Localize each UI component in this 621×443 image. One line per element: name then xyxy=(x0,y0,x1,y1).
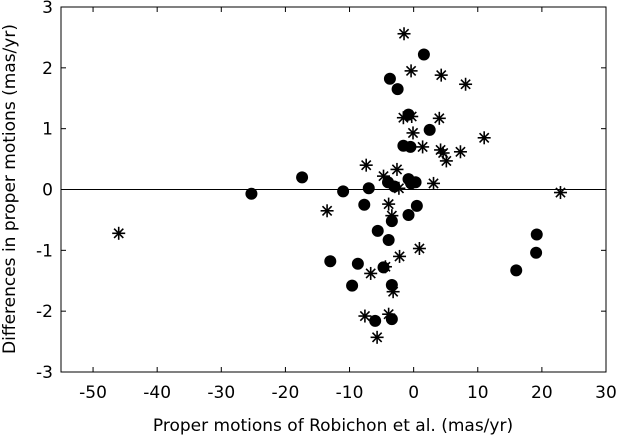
x-tick-label: -40 xyxy=(143,383,171,403)
data-point-asterisk xyxy=(439,154,453,168)
data-point-circle xyxy=(417,48,430,61)
x-tick-label: 10 xyxy=(467,383,489,403)
data-point-circle xyxy=(410,199,423,212)
data-point-asterisk xyxy=(377,169,391,183)
x-tick-label: 30 xyxy=(595,383,617,403)
data-point-circle xyxy=(423,123,436,136)
data-point-circle xyxy=(337,185,350,198)
data-point-asterisk xyxy=(112,226,126,240)
data-point-asterisk xyxy=(416,140,430,154)
data-point-asterisk xyxy=(392,181,406,195)
data-points xyxy=(112,27,567,344)
data-point-asterisk xyxy=(453,145,467,159)
x-tick-label: 0 xyxy=(408,383,419,403)
y-tick-label: -2 xyxy=(36,302,53,322)
data-point-asterisk xyxy=(359,158,373,172)
data-point-asterisk xyxy=(434,68,448,82)
data-point-circle xyxy=(382,233,395,246)
data-point-asterisk xyxy=(382,197,396,211)
data-point-asterisk xyxy=(406,126,420,140)
y-tick-label: 2 xyxy=(42,59,53,79)
data-point-circle xyxy=(346,279,359,292)
x-tick-label: -20 xyxy=(272,383,300,403)
data-point-circle xyxy=(324,255,337,268)
x-tick-label: -10 xyxy=(336,383,364,403)
y-tick-label: -1 xyxy=(36,241,53,261)
data-point-circle xyxy=(404,140,417,153)
y-tick-label: 0 xyxy=(42,181,53,201)
data-point-circle xyxy=(391,83,404,96)
data-point-asterisk xyxy=(393,249,407,263)
data-point-circle xyxy=(245,187,258,200)
x-tick-label: 20 xyxy=(531,383,553,403)
data-point-asterisk xyxy=(553,186,567,200)
data-point-circle xyxy=(530,246,543,259)
data-point-asterisk xyxy=(412,242,426,256)
data-point-asterisk xyxy=(404,64,418,78)
x-tick-label: -30 xyxy=(207,383,235,403)
data-point-asterisk xyxy=(390,162,404,176)
data-point-asterisk xyxy=(382,307,396,321)
data-point-asterisk xyxy=(320,204,334,218)
y-tick-label: -3 xyxy=(36,363,53,383)
data-point-circle xyxy=(530,228,543,241)
data-point-circle xyxy=(358,198,371,211)
data-point-circle xyxy=(402,209,415,222)
data-point-asterisk xyxy=(385,209,399,223)
y-axis-title: Differences in proper motions (mas/yr) xyxy=(0,24,20,354)
y-tick-label: 1 xyxy=(42,120,53,140)
data-point-asterisk xyxy=(396,111,410,125)
y-tick-label: 3 xyxy=(42,0,53,18)
data-point-circle xyxy=(351,257,364,270)
data-point-asterisk xyxy=(364,266,378,280)
data-point-asterisk xyxy=(386,285,400,299)
data-point-circle xyxy=(383,72,396,85)
data-point-asterisk xyxy=(432,111,446,125)
data-point-circle xyxy=(409,176,422,189)
data-point-asterisk xyxy=(427,176,441,190)
data-point-asterisk xyxy=(405,110,419,123)
data-point-circle xyxy=(510,264,523,277)
data-point-asterisk xyxy=(378,260,392,274)
x-tick-label: -50 xyxy=(79,383,107,403)
data-point-asterisk xyxy=(459,77,473,91)
data-point-asterisk xyxy=(358,309,372,323)
x-axis-title: Proper motions of Robichon et al. (mas/y… xyxy=(153,416,513,436)
data-point-circle xyxy=(369,314,382,327)
data-point-circle xyxy=(371,224,384,237)
data-point-circle xyxy=(296,171,309,184)
data-point-asterisk xyxy=(397,27,411,41)
data-point-asterisk xyxy=(370,330,384,344)
data-point-asterisk xyxy=(477,131,491,145)
data-point-circle xyxy=(362,182,375,195)
